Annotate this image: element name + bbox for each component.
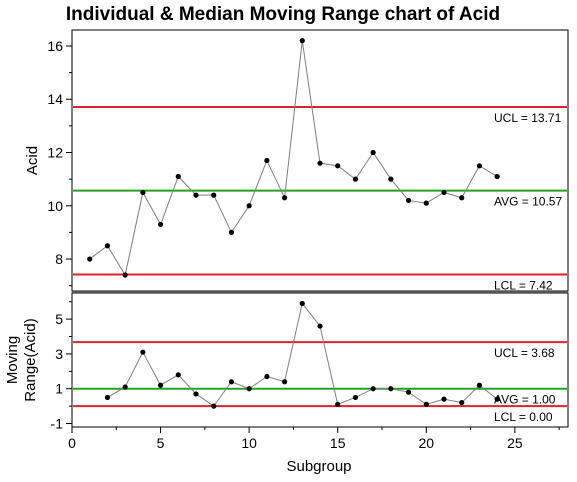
y-tick-label: 5 [55,311,63,327]
y-tick-label: 12 [47,145,63,161]
y-tick-label: 16 [47,38,63,54]
y-axis-label-line: Moving [4,336,21,384]
ucl-label: UCL = 13.71 [494,111,562,125]
data-point [423,200,429,206]
moving-range-panel: -1 1 3 5 Moving Range(Acid) UCL = 3.68 AVG = 1.… [4,291,569,432]
data-point [335,401,341,407]
avg-label: AVG = 1.00 [494,393,556,407]
data-point [370,386,376,392]
x-axis: 0 5 10 15 20 25 [68,427,560,451]
data-point [281,379,288,385]
x-tick-label: 15 [330,435,346,451]
y-axis-label: Acid [24,146,41,175]
data-point [104,243,111,249]
data-point [175,372,181,378]
data-point [441,189,447,196]
lcl-label: LCL = 7.42 [494,278,553,292]
series-line [89,40,498,277]
data-point [317,323,323,329]
data-point [175,173,181,180]
y-tick-label: 10 [47,198,63,214]
chart-title: Individual & Median Moving Range chart o… [66,4,500,25]
x-tick-label: 10 [241,435,257,451]
data-point [317,160,323,166]
x-tick-label: 5 [157,435,165,451]
data-point [104,394,111,401]
data-point [352,394,359,401]
data-point [476,382,483,388]
x-tick-label: 25 [507,435,523,451]
data-point [423,401,429,407]
data-point [299,38,305,44]
data-point [157,221,164,228]
data-point [264,373,270,380]
data-point [140,189,146,196]
data-point [459,400,465,406]
y-axis-label-line: Range(Acid) [22,318,39,401]
data-point [211,192,217,198]
data-point [299,300,305,307]
data-point [87,256,93,262]
data-point [140,349,146,355]
plot-frame [71,292,569,428]
data-point [388,176,394,182]
data-point [228,379,235,385]
y-tick-label: 8 [55,251,63,267]
data-point [370,149,376,156]
avg-label: AVG = 10.57 [494,195,562,209]
data-point [352,176,359,182]
ucl-label: UCL = 3.68 [494,346,555,360]
data-point [122,384,128,390]
data-point [228,229,235,236]
data-point [281,195,288,201]
data-point [459,195,465,201]
data-point [246,386,252,392]
data-point [335,163,341,169]
data-point [193,192,199,198]
data-point [246,203,252,209]
data-point [193,391,199,397]
data-point [494,396,500,402]
data-point [405,197,412,204]
data-point [388,386,394,392]
data-point [441,396,447,402]
data-point [494,173,500,180]
y-tick-label: 3 [55,346,63,362]
y-tick-label: -1 [51,416,64,432]
data-point [405,389,412,395]
x-tick-label: 20 [418,435,434,451]
data-point [264,157,270,164]
lcl-label: LCL = 0.00 [494,410,553,424]
data-point [476,163,483,169]
y-tick-label: 1 [55,381,63,397]
data-point [157,382,164,388]
x-axis-label: Subgroup [286,458,351,475]
x-tick-label: 0 [68,435,76,451]
y-tick-label: 14 [47,91,63,107]
individuals-panel: 8 10 12 14 16 Acid UCL = 13.71 AVG = 10.57 LCL =… [24,29,569,292]
data-point [122,272,128,278]
data-point [211,403,217,409]
